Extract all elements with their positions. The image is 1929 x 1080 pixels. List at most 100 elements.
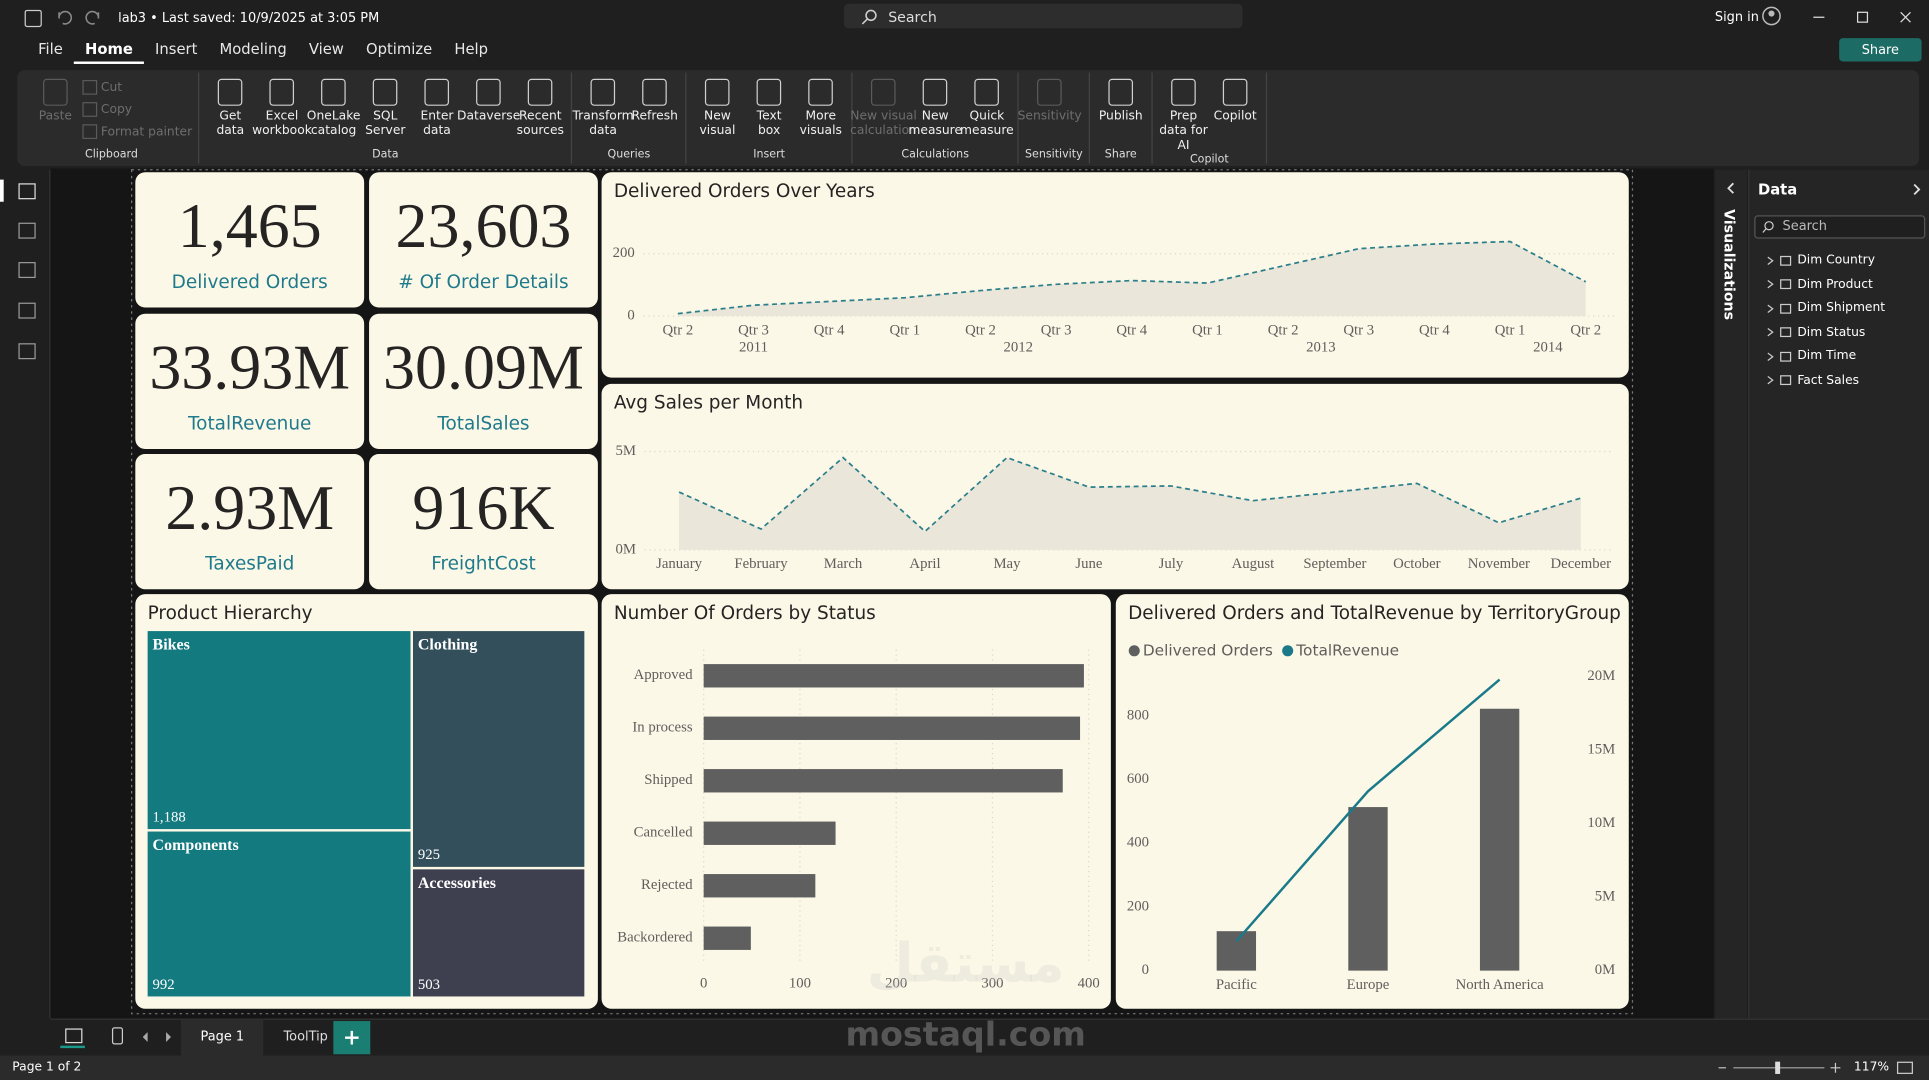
x-tick-label: October <box>1393 556 1441 572</box>
ribbon-small-column: Cut Copy Format painter <box>82 79 192 140</box>
save-icon[interactable] <box>24 9 42 28</box>
x-tick-label: Qtr 2 <box>1268 322 1299 338</box>
menu-bar: File Home Insert Modeling View Optimize Help <box>27 37 499 64</box>
ribbon-button[interactable]: Quick measure <box>960 73 1014 139</box>
table-item[interactable]: Dim Shipment <box>1749 296 1929 320</box>
share-button[interactable]: Share <box>1839 38 1922 62</box>
ribbon-button[interactable]: Text box <box>745 73 794 139</box>
ribbon-label: Get data <box>216 109 245 138</box>
table-item[interactable]: Dim Status <box>1749 320 1929 344</box>
tile-value: 1,188 <box>153 809 186 825</box>
card-value: 23,603 <box>396 190 572 261</box>
ribbon-small-button[interactable]: Cut <box>82 79 192 95</box>
menu-tab[interactable]: Home <box>73 37 144 64</box>
y-tick-label: Approved <box>634 667 694 683</box>
y-tick-label: Cancelled <box>634 825 694 841</box>
ribbon-button[interactable]: Get data <box>206 73 255 139</box>
ribbon-button[interactable]: Enter data <box>412 73 461 139</box>
tmdl-view[interactable] <box>18 343 36 360</box>
table-item[interactable]: Dim Time <box>1749 344 1929 368</box>
ribbon-icon <box>756 78 782 106</box>
table-item[interactable]: Dim Country <box>1749 249 1929 273</box>
card-value: 33.93M <box>149 332 350 403</box>
expand-icon[interactable] <box>1911 183 1923 196</box>
visualizations-pane[interactable]: Visualizations <box>1714 169 1747 1019</box>
ribbon-label: More visuals <box>799 109 842 138</box>
x-tick-label: December <box>1551 556 1612 572</box>
ribbon-small-button[interactable]: Format painter <box>82 124 192 140</box>
data-search[interactable]: Search <box>1754 215 1926 239</box>
table-view[interactable] <box>18 222 36 239</box>
area-fill <box>679 457 1581 550</box>
page-nav[interactable] <box>141 1031 173 1043</box>
ribbon-icon <box>82 102 98 117</box>
ribbon-small-button[interactable]: Copy <box>82 102 192 117</box>
ribbon-button[interactable]: OneLake catalog <box>306 73 361 139</box>
ribbon-button[interactable]: Transform data <box>572 73 634 139</box>
dax-view[interactable] <box>18 302 36 319</box>
ribbon-button[interactable]: SQL Server <box>361 73 410 139</box>
bar <box>703 821 836 845</box>
x-tick-label: Qtr 2 <box>965 322 996 338</box>
y-tick-label: 0 <box>1142 962 1149 978</box>
menu-tab[interactable]: View <box>308 40 344 58</box>
ribbon-button[interactable]: Refresh <box>630 73 679 125</box>
ribbon-button[interactable]: New visual calculation <box>850 73 917 139</box>
card <box>369 172 598 308</box>
table-item[interactable]: Dim Product <box>1749 272 1929 296</box>
x-tick-label: Qtr 4 <box>1116 322 1147 338</box>
chevron <box>1767 304 1774 313</box>
card-label: TotalRevenue <box>187 413 311 434</box>
ribbon-button[interactable]: Copilot <box>1211 73 1260 125</box>
collapse-icon[interactable] <box>1725 182 1737 194</box>
tile-value: 503 <box>418 977 440 993</box>
x-tick-label: Qtr 2 <box>662 322 693 338</box>
fit-page[interactable] <box>1896 1061 1913 1074</box>
mobile-layout[interactable] <box>111 1027 124 1045</box>
menu-tab[interactable]: Optimize <box>366 40 433 58</box>
card <box>369 453 598 590</box>
ribbon-items: Sensitivity <box>1018 73 1083 149</box>
ribbon-items: Get data Excel workbook OneLake catalog SQL… <box>206 73 565 149</box>
page-tab[interactable]: Page 1 <box>180 1019 264 1060</box>
menu-tab[interactable]: Modeling <box>219 40 287 58</box>
ribbon-button[interactable]: New measure <box>908 73 962 139</box>
ribbon-button[interactable]: Sensitivity <box>1018 73 1082 125</box>
menu-tab[interactable]: Help <box>454 40 489 58</box>
x-tick-label: Qtr 2 <box>1570 322 1601 338</box>
ribbon-button[interactable]: Dataverse <box>457 73 520 125</box>
ribbon-button[interactable]: Prep data for AI <box>1159 73 1208 154</box>
ribbon-button[interactable]: Recent sources <box>516 73 565 139</box>
ribbon-button[interactable]: Paste <box>31 73 80 125</box>
visual-title: Delivered Orders Over Years <box>614 181 875 202</box>
undo-redo[interactable] <box>54 9 103 26</box>
card <box>135 313 365 450</box>
y-tick-label: 400 <box>1127 835 1149 851</box>
sign-in[interactable]: Sign in <box>1714 9 1759 25</box>
legend-label: Delivered Orders <box>1143 641 1273 659</box>
y2-tick-label: 0M <box>1595 962 1616 978</box>
ribbon-group: Get data Excel workbook OneLake catalog SQL… <box>200 72 573 164</box>
report-view[interactable] <box>18 183 36 200</box>
ribbon-label: OneLake catalog <box>306 109 361 138</box>
model-view[interactable] <box>18 262 36 279</box>
add-page[interactable] <box>333 1021 371 1055</box>
ribbon-button[interactable]: More visuals <box>796 73 845 139</box>
menu-tab[interactable]: Insert <box>155 40 198 58</box>
page-count: Page 1 of 2 <box>12 1060 82 1074</box>
area-fill <box>677 241 1586 317</box>
ribbon-icon <box>269 78 295 106</box>
menu-tab[interactable]: File <box>38 40 63 58</box>
table-item[interactable]: Fact Sales <box>1749 368 1929 392</box>
ribbon-button[interactable]: Publish <box>1096 73 1145 125</box>
search-box[interactable]: Search <box>843 3 1243 29</box>
ribbon-button[interactable]: Excel workbook <box>252 73 312 139</box>
ribbon-button[interactable]: New visual <box>693 73 742 139</box>
desktop-layout[interactable] <box>65 1028 83 1044</box>
page-tab[interactable]: ToolTip <box>283 1029 328 1045</box>
ribbon-group-label: Clipboard <box>84 148 138 162</box>
x-tick-label: Qtr 3 <box>738 322 769 338</box>
card <box>135 172 365 308</box>
card-label: Delivered Orders <box>172 272 328 293</box>
zoom-slider[interactable] <box>1716 1060 1844 1075</box>
